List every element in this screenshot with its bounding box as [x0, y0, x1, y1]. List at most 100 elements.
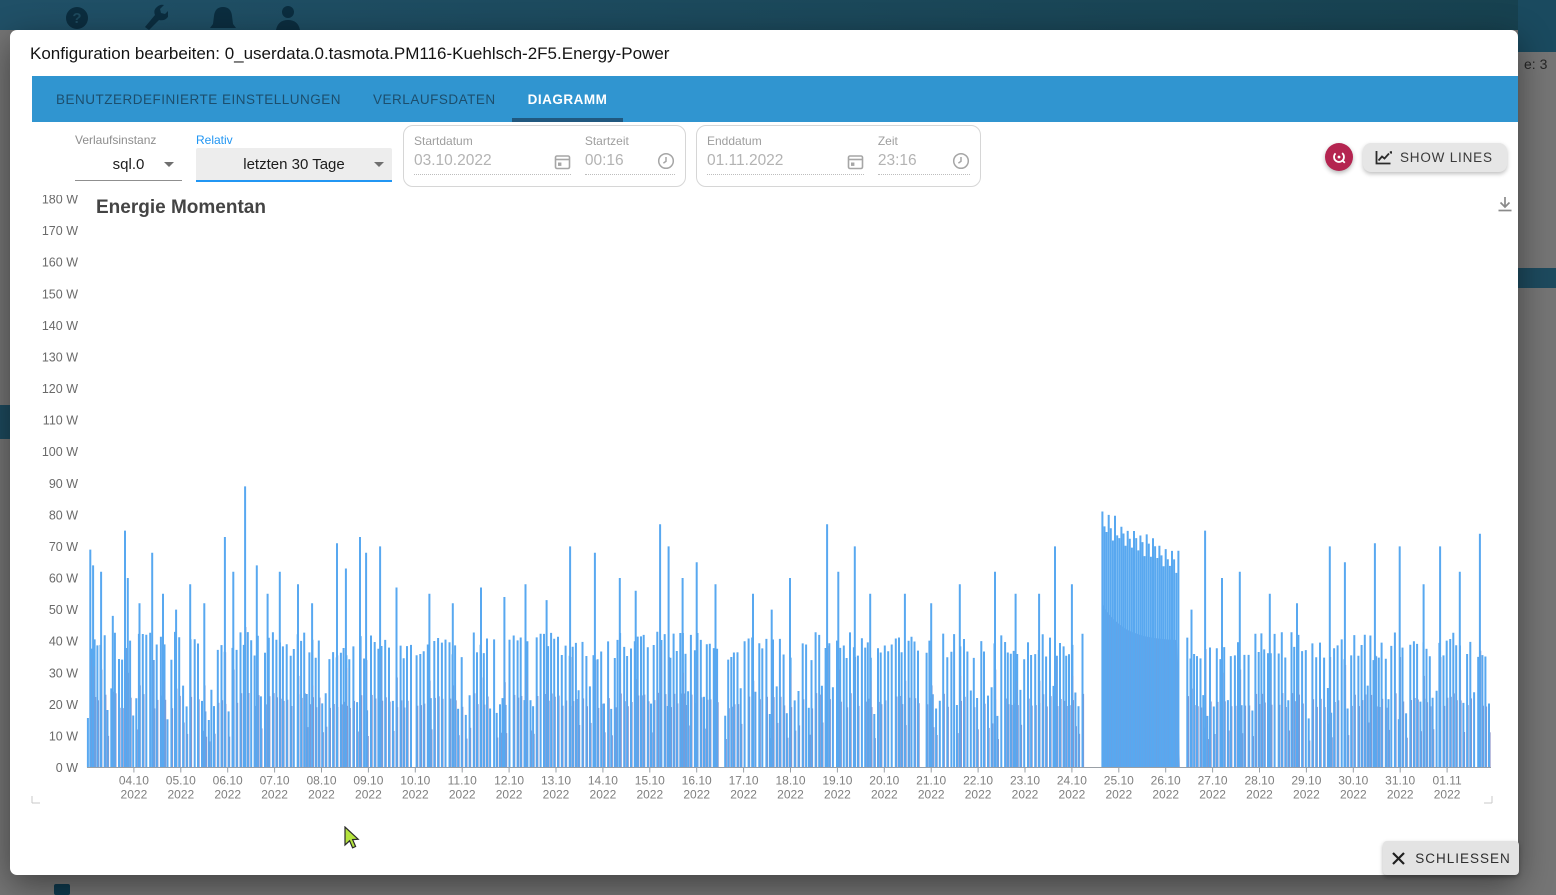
clock-icon[interactable] [657, 152, 675, 170]
download-icon[interactable] [1494, 194, 1516, 216]
svg-text:10 W: 10 W [49, 729, 78, 743]
start-time-input[interactable]: 00:16 [584, 152, 624, 169]
chart-refresh-icon [1333, 151, 1346, 164]
svg-text:100 W: 100 W [42, 445, 78, 459]
end-date-field: Enddatum 01.11.2022 [707, 134, 864, 181]
start-datetime-group: Startdatum 03.10.2022 Startzeit 00:16 [403, 125, 686, 187]
tab-history-data[interactable]: VERLAUFSDATEN [357, 76, 512, 122]
svg-text:27.10: 27.10 [1198, 774, 1228, 788]
svg-text:140 W: 140 W [42, 319, 78, 333]
svg-text:2022: 2022 [1246, 788, 1273, 802]
svg-text:17.10: 17.10 [729, 774, 759, 788]
end-date-input[interactable]: 01.11.2022 [707, 152, 784, 169]
svg-text:2022: 2022 [730, 788, 757, 802]
svg-text:2022: 2022 [543, 788, 570, 802]
svg-text:90 W: 90 W [49, 477, 78, 491]
svg-text:150 W: 150 W [42, 287, 78, 301]
svg-text:20 W: 20 W [49, 698, 78, 712]
svg-text:26.10: 26.10 [1151, 774, 1181, 788]
svg-text:2022: 2022 [1387, 788, 1414, 802]
end-time-input[interactable]: 23:16 [877, 152, 917, 169]
tab-bar: BENUTZERDEFINIERTE EINSTELLUNGEN VERLAUF… [32, 76, 1518, 122]
svg-text:2022: 2022 [496, 788, 523, 802]
svg-text:70 W: 70 W [49, 540, 78, 554]
chart-title: Energie Momentan [96, 197, 266, 218]
svg-text:180 W: 180 W [42, 195, 78, 207]
bell-icon [210, 7, 236, 28]
svg-text:2022: 2022 [918, 788, 945, 802]
show-lines-button[interactable]: SHOW LINES [1363, 143, 1507, 172]
svg-text:28.10: 28.10 [1244, 774, 1274, 788]
clock-icon[interactable] [952, 152, 970, 170]
svg-text:2022: 2022 [1340, 788, 1367, 802]
svg-text:2022: 2022 [1152, 788, 1179, 802]
close-button[interactable]: SCHLIESSEN [1383, 841, 1519, 875]
svg-text:130 W: 130 W [42, 351, 78, 365]
tab-label: BENUTZERDEFINIERTE EINSTELLUNGEN [56, 91, 342, 107]
svg-text:23.10: 23.10 [1010, 774, 1040, 788]
history-instance-value: sql.0 [112, 155, 145, 173]
close-icon [1392, 851, 1406, 865]
svg-text:29.10: 29.10 [1291, 774, 1321, 788]
background-text-fragment: e: 3 [1524, 56, 1548, 72]
svg-text:2022: 2022 [1012, 788, 1039, 802]
wrench-icon [145, 4, 168, 30]
tab-custom-settings[interactable]: BENUTZERDEFINIERTE EINSTELLUNGEN [40, 76, 357, 122]
svg-text:25.10: 25.10 [1104, 774, 1134, 788]
svg-text:2022: 2022 [871, 788, 898, 802]
tab-chart[interactable]: DIAGRAMM [511, 76, 624, 122]
background-fragment [54, 884, 70, 895]
svg-text:2022: 2022 [449, 788, 476, 802]
end-time-field: Zeit 23:16 [877, 134, 970, 181]
background-fragment [0, 405, 10, 439]
svg-text:18.10: 18.10 [775, 774, 805, 788]
calendar-icon[interactable] [554, 153, 571, 170]
svg-text:2022: 2022 [1199, 788, 1226, 802]
start-date-input[interactable]: 03.10.2022 [414, 152, 492, 169]
svg-text:2022: 2022 [590, 788, 617, 802]
svg-text:2022: 2022 [121, 788, 148, 802]
svg-text:80 W: 80 W [49, 508, 78, 522]
refresh-chart-button[interactable] [1325, 143, 1353, 171]
chevron-down-icon [164, 161, 174, 167]
tab-label: DIAGRAMM [527, 91, 608, 107]
svg-text:160 W: 160 W [42, 256, 78, 270]
svg-text:2022: 2022 [402, 788, 429, 802]
svg-text:13.10: 13.10 [541, 774, 571, 788]
svg-text:2022: 2022 [167, 788, 194, 802]
chevron-down-icon [374, 161, 384, 167]
background-fragment [1518, 268, 1556, 288]
history-instance-select[interactable]: sql.0 [75, 148, 182, 181]
svg-text:31.10: 31.10 [1385, 774, 1415, 788]
svg-text:50 W: 50 W [49, 603, 78, 617]
power-chart[interactable]: 04.10202205.10202206.10202207.10202208.1… [10, 195, 1518, 850]
svg-text:06.10: 06.10 [213, 774, 243, 788]
end-time-label: Zeit [877, 134, 898, 148]
svg-text:?: ? [72, 10, 81, 27]
svg-text:2022: 2022 [355, 788, 382, 802]
start-date-label: Startdatum [414, 134, 473, 148]
background-top-bar: ? [0, 0, 1556, 30]
start-time-label: Startzeit [584, 134, 629, 148]
svg-text:07.10: 07.10 [260, 774, 290, 788]
svg-text:30.10: 30.10 [1338, 774, 1368, 788]
svg-text:19.10: 19.10 [822, 774, 852, 788]
relative-range-value: letzten 30 Tage [243, 155, 345, 173]
svg-text:60 W: 60 W [49, 572, 78, 586]
svg-text:40 W: 40 W [49, 635, 78, 649]
background-fragment [1518, 0, 1556, 52]
svg-text:04.10: 04.10 [119, 774, 149, 788]
svg-text:2022: 2022 [636, 788, 663, 802]
svg-text:2022: 2022 [824, 788, 851, 802]
help-icon: ? [66, 7, 88, 29]
svg-text:2022: 2022 [965, 788, 992, 802]
end-date-label: Enddatum [707, 134, 762, 148]
svg-text:2022: 2022 [1105, 788, 1132, 802]
relative-label: Relativ [196, 133, 233, 147]
relative-range-select[interactable]: letzten 30 Tage [196, 148, 392, 182]
svg-text:30 W: 30 W [49, 666, 78, 680]
svg-text:2022: 2022 [308, 788, 335, 802]
svg-text:120 W: 120 W [42, 382, 78, 396]
calendar-icon[interactable] [847, 153, 864, 170]
